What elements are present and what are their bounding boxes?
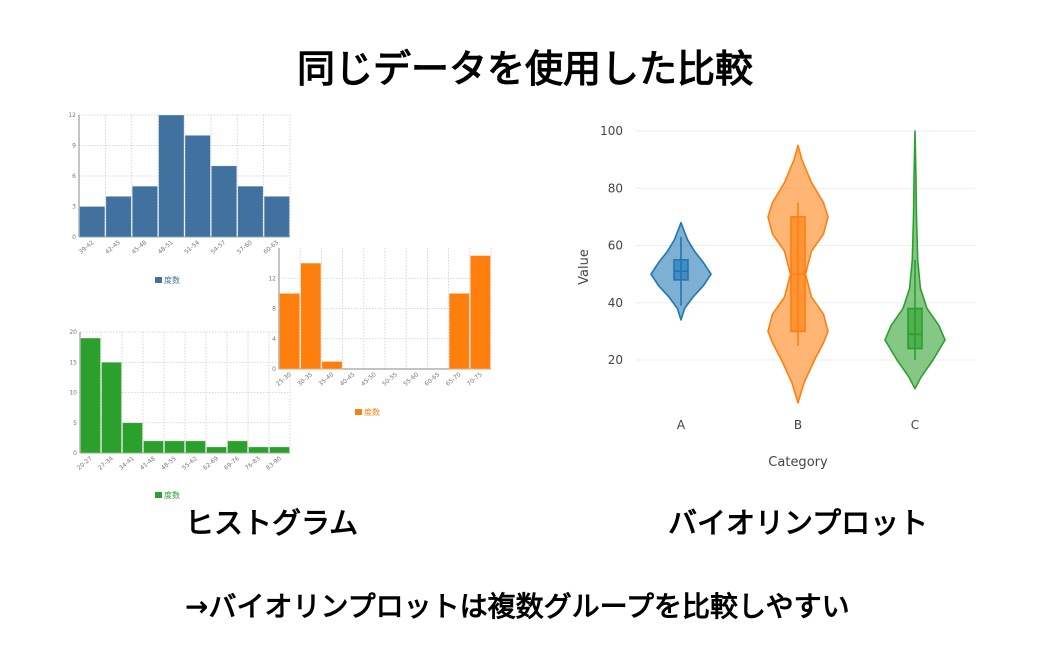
- x-tick-label: 83-90: [265, 455, 283, 472]
- histogram-bar: [122, 422, 143, 454]
- histogram-bar: [248, 446, 269, 454]
- histogram-bar: [80, 337, 101, 454]
- violin-label: バイオリンプロット: [668, 506, 929, 540]
- x-tick-label: 42-45: [104, 239, 122, 256]
- x-tick-label: 62-69: [202, 455, 220, 472]
- violin-chart: 20 40 60 80 100 A B C Category Value: [577, 124, 975, 470]
- histogram-bar: [469, 255, 491, 370]
- x-tick-label: 70-75: [466, 371, 484, 388]
- histogram-bar: [164, 440, 185, 454]
- x-tick-label: 48-55: [160, 455, 178, 472]
- x-tick-label: 51-54: [183, 239, 201, 256]
- x-tick-label: 48-51: [157, 239, 175, 256]
- y-tick-label: 40: [608, 296, 623, 310]
- x-tick-label: 35-40: [317, 371, 335, 388]
- y-tick-label: 12: [68, 112, 76, 119]
- x-tick-label: 34-41: [118, 455, 136, 472]
- histogram-bar: [79, 206, 106, 238]
- box: [907, 307, 923, 350]
- histogram-bar: [158, 114, 185, 238]
- histogram-bar: [185, 440, 206, 454]
- y-tick-label: 0: [272, 366, 276, 373]
- y-tick-label: 100: [600, 124, 623, 138]
- conclusion-text: →バイオリンプロットは複数グループを比較しやすい: [185, 590, 850, 623]
- histogram-bar: [105, 196, 132, 238]
- histogram-bar: [448, 293, 470, 370]
- x-axis-title: Category: [768, 455, 828, 470]
- x-tick-label: 55-62: [181, 455, 199, 472]
- y-tick-label: 0: [72, 234, 76, 241]
- x-tick-label: C: [911, 418, 919, 432]
- box: [673, 259, 689, 281]
- histogram-bar: [206, 446, 227, 454]
- x-tick-label: 25-30: [275, 371, 293, 388]
- x-tick-label: 30-35: [296, 371, 314, 388]
- histogram-bar: [269, 446, 290, 454]
- y-tick-label: 5: [73, 420, 77, 427]
- histogram-bar: [101, 361, 122, 454]
- legend-label: 度数: [164, 275, 180, 285]
- y-tick-label: 60: [608, 239, 623, 253]
- x-tick-label: 41-48: [139, 455, 157, 472]
- x-tick-label: 60-65: [423, 371, 441, 388]
- legend-swatch: [155, 277, 162, 283]
- x-tick-label: B: [794, 418, 802, 432]
- histogram-bar: [321, 361, 343, 370]
- histogram-bar: [184, 135, 211, 238]
- legend-swatch: [355, 409, 362, 415]
- histogram-bar: [227, 440, 248, 454]
- y-tick-label: 4: [272, 336, 276, 343]
- x-tick-label: 39-42: [78, 239, 96, 256]
- slide-title: 同じデータを使用した比較: [296, 47, 753, 91]
- y-tick-label: 6: [72, 173, 76, 180]
- x-tick-label: 45-48: [130, 239, 148, 256]
- x-tick-label: 50-55: [381, 371, 399, 388]
- histogram-bar: [143, 440, 164, 454]
- x-tick-label: 40-45: [339, 371, 357, 388]
- x-tick-label: 65-70: [445, 371, 463, 388]
- y-tick-label: 0: [73, 450, 77, 457]
- legend-label: 度数: [364, 407, 380, 417]
- y-tick-label: 8: [272, 306, 276, 313]
- y-tick-label: 20: [69, 329, 77, 336]
- x-tick-label: A: [677, 418, 686, 432]
- y-tick-label: 10: [69, 390, 77, 397]
- x-tick-label: 27-34: [97, 455, 115, 472]
- y-axis-title: Value: [577, 249, 592, 285]
- histogram-1: 0 5 10 15 20 20-27 27-34 34-41 41-48 48-55 55-62 62…: [69, 329, 291, 500]
- legend-label: 度数: [164, 490, 180, 500]
- histogram-bar: [279, 293, 301, 370]
- y-tick-label: 9: [72, 143, 76, 150]
- x-tick-label: 54-57: [209, 239, 227, 256]
- histogram-2: 0 4 8 12 25-30 30-35 35-40 40-45 45-50 50-55 55-60…: [268, 248, 492, 417]
- x-tick-label: 60-63: [262, 239, 280, 256]
- y-tick-label: 3: [72, 204, 76, 211]
- x-tick-label: 69-76: [223, 455, 241, 472]
- y-tick-label: 20: [608, 353, 623, 367]
- histogram-bar: [131, 185, 158, 238]
- y-tick-label: 12: [268, 275, 276, 282]
- histogram-label: ヒストグラム: [185, 506, 359, 540]
- x-tick-label: 20-27: [76, 455, 94, 472]
- x-tick-label: 76-83: [244, 455, 262, 472]
- x-tick-label: 55-60: [402, 371, 420, 388]
- histogram-0: 0 3 6 9 12 39-42 42-45 45-48 48-51 51-54 54-57 57-6…: [68, 112, 291, 285]
- legend-swatch: [155, 492, 162, 498]
- x-tick-label: 45-50: [360, 371, 378, 388]
- histogram-bar: [237, 185, 264, 238]
- y-tick-label: 80: [608, 181, 623, 195]
- histogram-bar: [211, 165, 238, 238]
- histogram-bar: [263, 196, 290, 238]
- x-tick-label: 57-60: [236, 239, 254, 256]
- y-tick-label: 15: [69, 359, 77, 366]
- histogram-bar: [300, 262, 322, 370]
